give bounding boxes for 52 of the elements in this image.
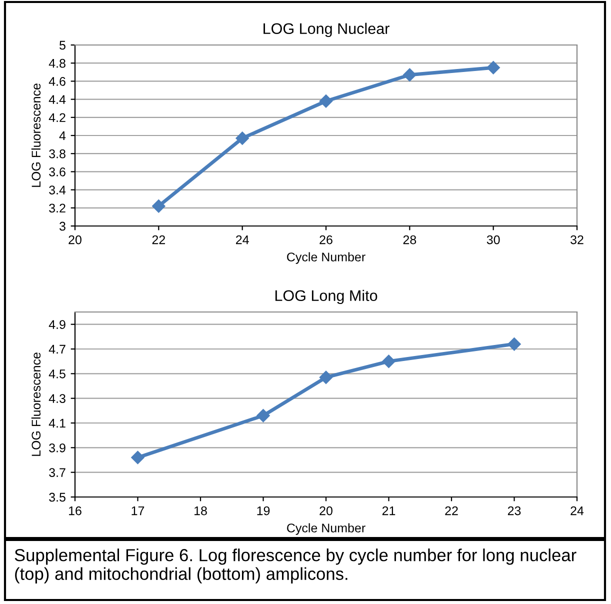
- point: [152, 200, 166, 213]
- y-tick-label: 3.7: [49, 468, 66, 477]
- x-tick-label: 23: [508, 506, 521, 516]
- x-tick-label: 16: [69, 506, 82, 516]
- point: [382, 354, 396, 368]
- chart-title: LOG Long Nuclear: [264, 22, 390, 38]
- y-tick-label: 3.6: [49, 168, 66, 176]
- chart-title: LOG Long Mito: [275, 290, 378, 304]
- point: [319, 370, 333, 384]
- x-axis-title: Cycle Number: [287, 252, 366, 264]
- y-axis-title: LOG Fluorescence: [31, 352, 41, 456]
- y-tick-label: 4.9: [48, 320, 66, 329]
- y-tick-label: 4.7: [48, 344, 66, 354]
- x-tick-label: 30: [486, 235, 500, 244]
- y-tick-label: 4.6: [48, 77, 66, 86]
- point: [131, 450, 144, 464]
- point: [256, 409, 270, 422]
- y-tick-label: 4.1: [48, 418, 66, 428]
- point: [236, 132, 249, 145]
- text: Supplemental Figure 6. Log florescence by cycle number for long nuclear (top) and mitochondrial (bottom) amplicons.: [14, 548, 576, 584]
- y-tick-label: 3.5: [49, 492, 66, 502]
- x-axis-title: Cycle Number: [287, 523, 366, 535]
- point: [508, 337, 521, 351]
- y-tick-label: 4.8: [48, 58, 66, 68]
- y-tick-label: 4.5: [48, 370, 66, 378]
- x-tick-label: 17: [132, 506, 144, 516]
- point: [403, 68, 416, 82]
- x-tick-label: 24: [236, 235, 249, 244]
- y-tick-label: 4.3: [48, 394, 66, 403]
- y-tick-label: 4.4: [48, 95, 66, 104]
- x-tick-label: 22: [152, 235, 165, 244]
- x-tick-label: 32: [570, 235, 584, 244]
- x-tick-label: 21: [382, 506, 396, 516]
- y-tick-label: 3.8: [49, 149, 66, 158]
- y-tick-label: 3.9: [49, 443, 66, 452]
- x-tick-label: 20: [68, 235, 82, 244]
- point: [486, 61, 500, 74]
- y-tick-label: 3.2: [49, 204, 66, 213]
- y-tick-label: 3: [60, 222, 66, 231]
- x-tick-label: 22: [445, 506, 458, 516]
- x-tick-label: 26: [320, 235, 332, 244]
- x-tick-label: 19: [257, 506, 270, 516]
- x-tick-label: 24: [570, 506, 584, 516]
- x-tick-label: 28: [403, 235, 416, 244]
- y-tick-label: 3.4: [49, 186, 66, 194]
- y-tick-label: 4: [59, 131, 66, 140]
- y-tick-label: 5: [60, 40, 66, 50]
- x-tick-label: 20: [320, 506, 332, 516]
- point: [319, 94, 333, 108]
- y-axis-title: LOG Fluorescence: [31, 84, 41, 187]
- y-tick-label: 4.2: [48, 113, 66, 122]
- x-tick-label: 18: [194, 506, 207, 516]
